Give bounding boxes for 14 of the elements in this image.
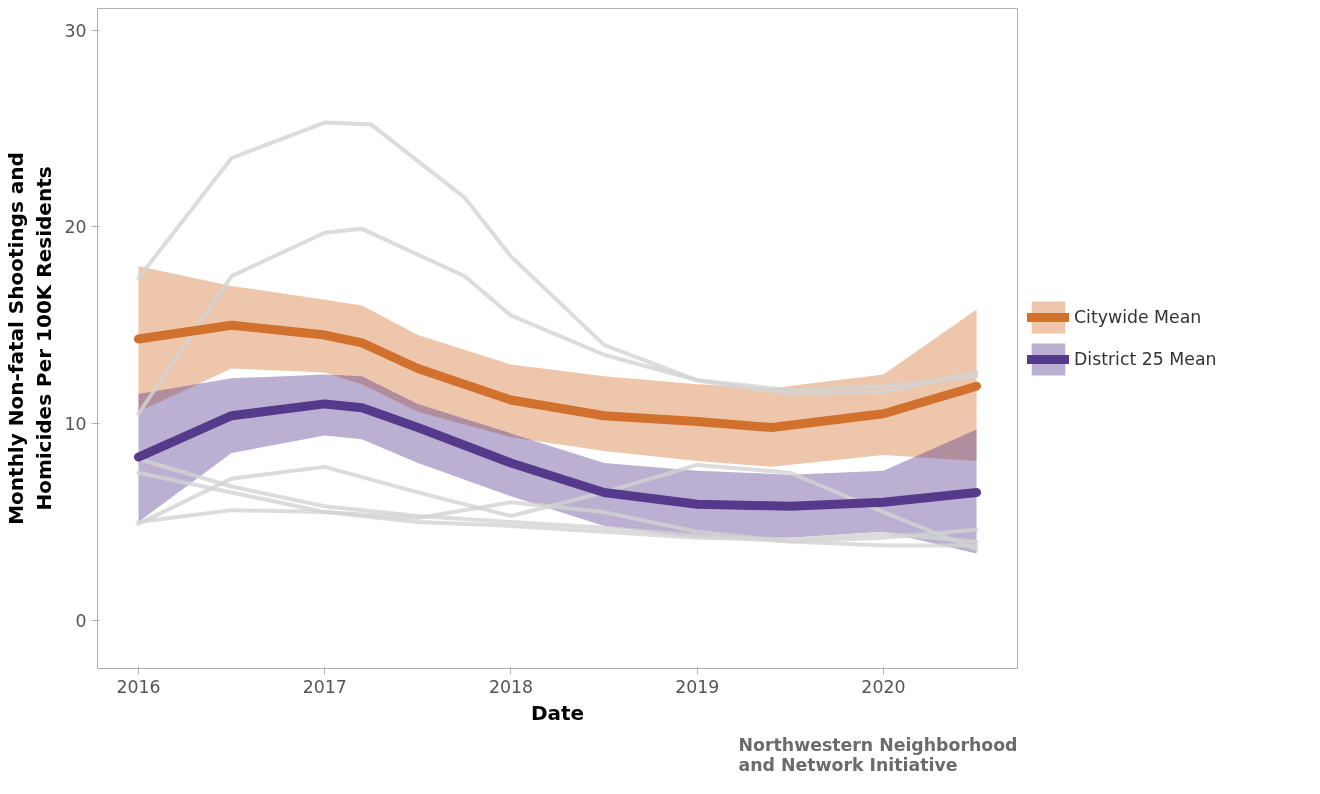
x-axis-title: Date <box>530 700 585 725</box>
legend-label: District 25 Mean <box>1074 349 1217 369</box>
x-tick-label: 2020 <box>861 676 906 697</box>
y-axis-title: Monthly Non-fatal Shootings and Homicides Per 100K Residents <box>3 152 57 525</box>
x-tick-label: 2019 <box>675 676 720 697</box>
y-tick-label: 10 <box>64 414 87 435</box>
y-tick-label: 20 <box>64 217 87 238</box>
text: Northwestern Neighborhood and Network Initiative <box>738 734 1018 775</box>
x-tick-label: 2018 <box>488 676 533 697</box>
legend-label: Citywide Mean <box>1074 307 1202 327</box>
y-tick-label: 0 <box>75 610 87 631</box>
x-tick-label: 2016 <box>116 676 161 697</box>
x-tick-label: 2017 <box>302 676 347 697</box>
y-tick-label: 30 <box>64 20 87 41</box>
